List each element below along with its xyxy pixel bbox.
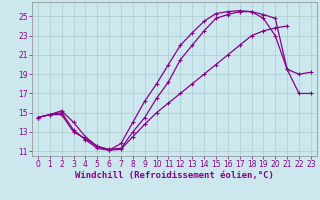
X-axis label: Windchill (Refroidissement éolien,°C): Windchill (Refroidissement éolien,°C) <box>75 171 274 180</box>
